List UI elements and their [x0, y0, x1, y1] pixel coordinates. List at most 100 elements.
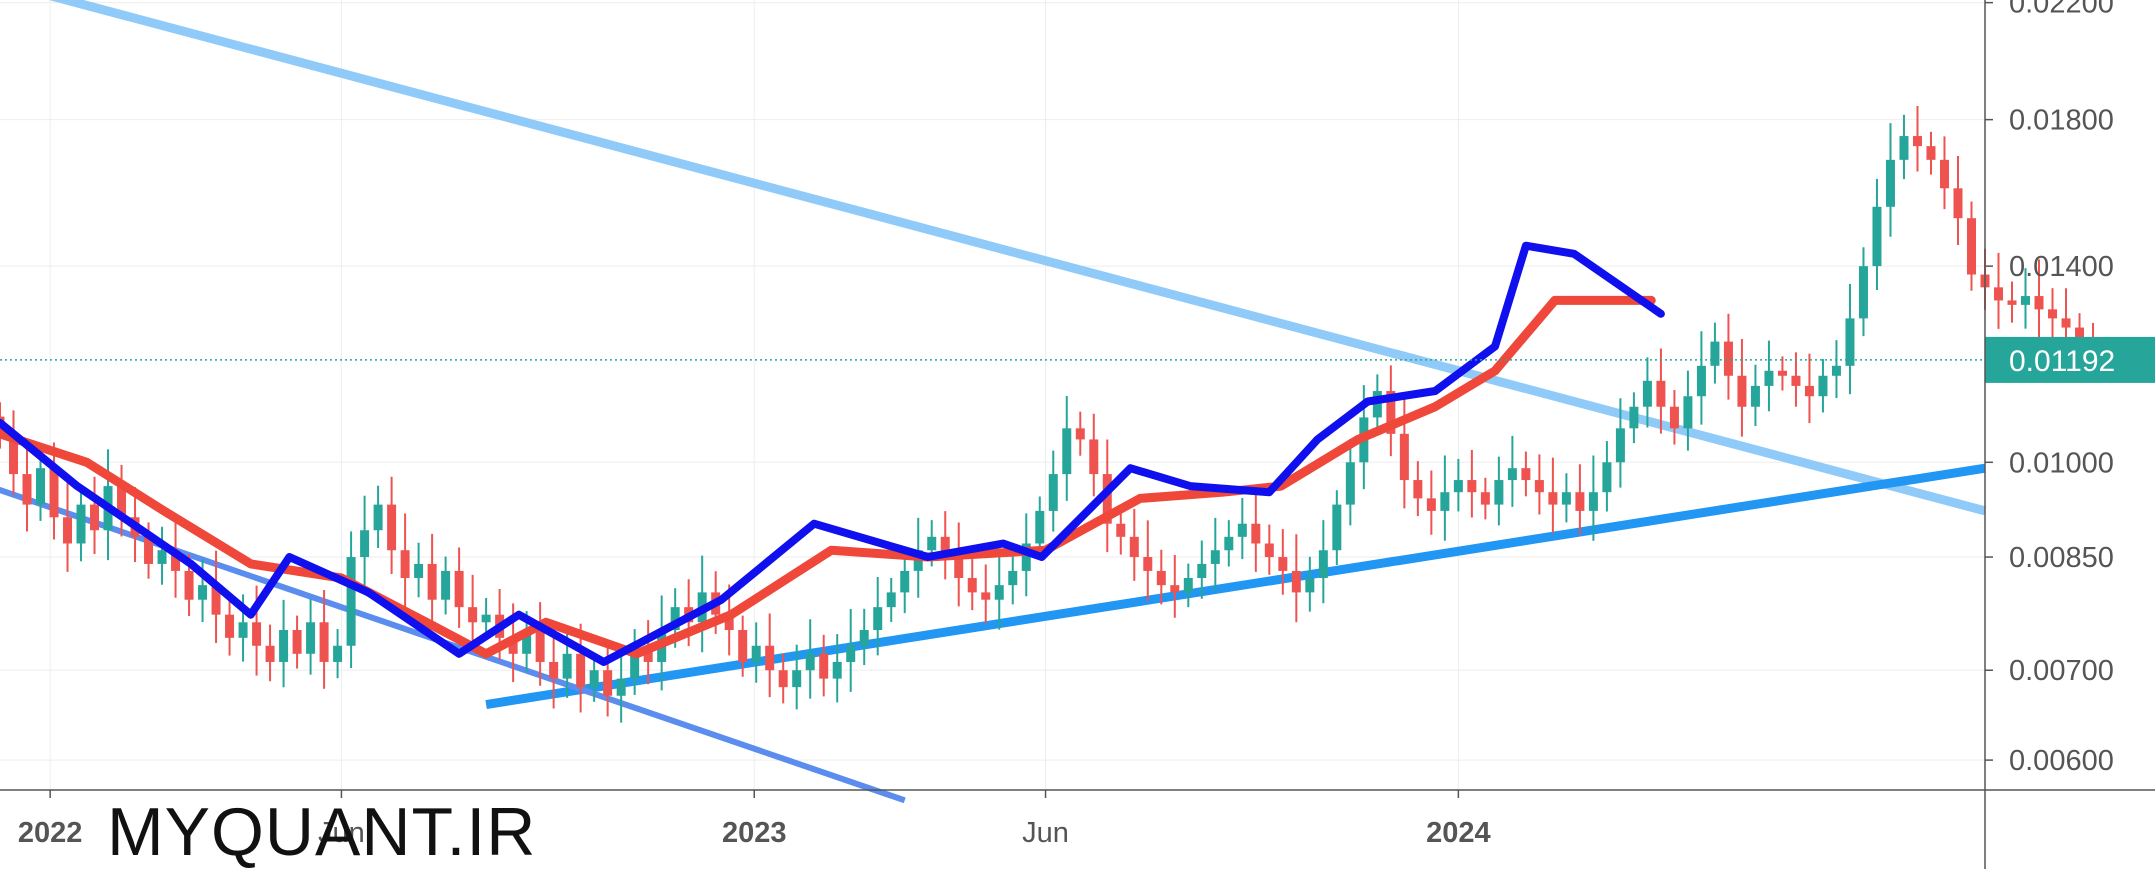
- candle-body: [1345, 462, 1355, 505]
- candle-body: [144, 536, 154, 564]
- candle-body: [1696, 365, 1706, 397]
- candle: [1251, 489, 1261, 572]
- candle: [1561, 473, 1571, 523]
- candle: [1183, 563, 1193, 608]
- candle: [819, 634, 829, 697]
- candle: [468, 574, 478, 650]
- candle-body: [967, 577, 977, 593]
- candle: [265, 624, 275, 682]
- candle-body: [292, 630, 302, 654]
- candle: [306, 598, 316, 675]
- candle: [1764, 340, 1774, 412]
- candle-body: [751, 645, 761, 662]
- candle-body: [1804, 385, 1814, 397]
- candle-body: [1156, 570, 1166, 586]
- candle: [1278, 529, 1288, 595]
- candle-body: [1102, 474, 1112, 524]
- candlestick-series[interactable]: [0, 105, 2098, 723]
- candle-body: [900, 570, 910, 593]
- candle: [1210, 517, 1220, 591]
- candle: [967, 559, 977, 611]
- candle-body: [427, 563, 437, 600]
- candle: [589, 655, 599, 702]
- candle: [1305, 556, 1315, 612]
- candle-body: [9, 433, 19, 475]
- candle-body: [225, 614, 235, 638]
- candle: [738, 615, 748, 677]
- candle: [1602, 441, 1612, 512]
- candle-body: [1332, 504, 1342, 551]
- candle: [441, 556, 451, 615]
- candle-body: [171, 550, 181, 571]
- candle-body: [1912, 136, 1922, 147]
- candle-body: [1926, 146, 1936, 160]
- candle-body: [1588, 492, 1598, 511]
- y-tick-label: 0.01800: [2009, 105, 2114, 137]
- candle: [9, 410, 19, 495]
- candle: [1912, 105, 1922, 172]
- y-tick-label: 0.00700: [2009, 655, 2114, 687]
- y-tick-label: 0.02200: [2009, 0, 2114, 20]
- candle-body: [1642, 380, 1652, 407]
- candle: [400, 513, 410, 608]
- candle-body: [265, 645, 275, 662]
- candle: [1264, 524, 1274, 575]
- candle: [1899, 114, 1909, 180]
- candle: [373, 485, 383, 548]
- candle: [2034, 259, 2044, 340]
- candle-body: [22, 474, 32, 505]
- candle: [1669, 390, 1679, 445]
- candle-body: [2021, 296, 2031, 305]
- x-tick-label: 2024: [1426, 817, 1491, 849]
- candle-body: [1251, 523, 1261, 544]
- candle: [292, 615, 302, 669]
- candle: [2021, 268, 2031, 329]
- candle: [1480, 477, 1490, 520]
- candle: [1885, 123, 1895, 237]
- candle-body: [117, 486, 127, 518]
- candle-body: [522, 630, 532, 654]
- candle-body: [1480, 492, 1490, 505]
- candle: [117, 464, 127, 537]
- candle-body: [670, 607, 680, 631]
- candle-body: [1291, 570, 1301, 593]
- candle: [1818, 359, 1828, 413]
- candle-body: [994, 585, 1004, 600]
- candle-body: [2061, 318, 2071, 328]
- candle: [778, 653, 788, 704]
- candle: [1426, 470, 1436, 535]
- candle: [1926, 131, 1936, 175]
- candle-body: [1899, 136, 1909, 160]
- candle-body: [927, 536, 937, 551]
- candle-body: [1534, 480, 1544, 493]
- candle: [360, 495, 370, 586]
- candle-body: [873, 607, 883, 631]
- candle-body: [1723, 341, 1733, 376]
- candle: [1386, 365, 1396, 457]
- candle: [954, 522, 964, 607]
- candle-body: [1008, 570, 1018, 586]
- candle: [792, 644, 802, 710]
- candle-body: [819, 653, 829, 679]
- candle-body: [373, 504, 383, 531]
- candle: [549, 625, 559, 709]
- candle-body: [1966, 218, 1976, 275]
- candle: [1548, 457, 1558, 533]
- candle-body: [1089, 439, 1099, 475]
- candle: [765, 613, 775, 698]
- candle: [1804, 353, 1814, 424]
- candle: [1777, 356, 1787, 391]
- candle-body: [1683, 396, 1693, 429]
- candle-body: [279, 630, 289, 662]
- candle: [1642, 357, 1652, 428]
- candle: [225, 595, 235, 656]
- candle-body: [1413, 480, 1423, 499]
- candle-body: [724, 614, 734, 631]
- candle-body: [1858, 266, 1868, 319]
- candle: [2007, 281, 2017, 323]
- candle-body: [1062, 428, 1072, 475]
- candle-body: [1197, 563, 1207, 578]
